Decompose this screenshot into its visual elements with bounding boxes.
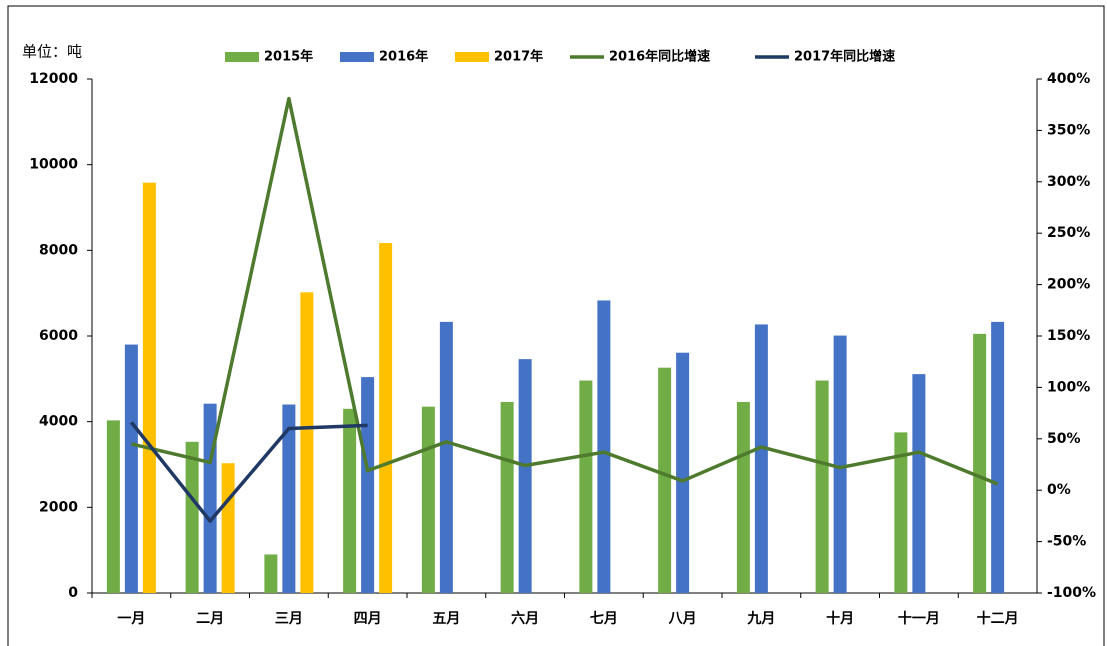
bar [973, 333, 987, 593]
bar [754, 324, 768, 593]
bar [815, 380, 829, 593]
bar [439, 321, 453, 593]
legend-swatch [340, 52, 374, 62]
bar [124, 344, 138, 593]
y2-tick-label: 100% [1047, 379, 1090, 395]
y2-tick-label: 0% [1047, 482, 1071, 498]
legend-swatch [225, 52, 259, 62]
y2-tick-label: 300% [1047, 174, 1090, 190]
x-tick-label: 十一月 [898, 610, 940, 627]
bar [379, 243, 393, 593]
unit-annotation: 单位：吨 [22, 43, 82, 61]
legend-label: 2017年 [494, 49, 543, 65]
bar [518, 359, 532, 593]
bar [203, 403, 217, 593]
x-tick-label: 五月 [432, 611, 460, 627]
bar [658, 367, 672, 593]
bar [361, 377, 375, 593]
bar [300, 292, 314, 593]
y2-tick-label: 350% [1047, 122, 1090, 138]
y2-tick-label: 400% [1047, 71, 1090, 87]
x-tick-label: 二月 [196, 611, 224, 627]
y2-tick-label: 250% [1047, 225, 1090, 241]
x-tick-label: 八月 [668, 611, 697, 627]
x-tick-label: 七月 [590, 611, 618, 627]
bar [142, 182, 156, 593]
bar [991, 321, 1005, 593]
y-tick-label: 0 [68, 585, 78, 601]
x-tick-label: 十二月 [977, 610, 1019, 627]
legend-label: 2016年同比增速 [609, 49, 710, 65]
bar [500, 401, 514, 593]
bar [579, 380, 593, 593]
bar [736, 401, 750, 593]
legend-swatch [455, 52, 489, 62]
bar [421, 406, 435, 593]
y2-tick-label: -100% [1047, 585, 1096, 601]
bar [894, 432, 908, 593]
y2-tick-label: -50% [1047, 534, 1086, 550]
y-tick-label: 6000 [39, 328, 78, 344]
y2-tick-label: 150% [1047, 328, 1090, 344]
bar [185, 441, 199, 593]
bar [106, 420, 120, 593]
y2-tick-label: 200% [1047, 277, 1090, 293]
frame [7, 5, 1105, 646]
x-tick-label: 三月 [275, 611, 303, 627]
bar [282, 404, 296, 593]
bar [597, 300, 611, 593]
bar [264, 554, 278, 593]
line-series [130, 96, 999, 486]
legend-label: 2016年 [379, 49, 428, 65]
y2-tick-label: 50% [1047, 431, 1081, 447]
legend-label: 2017年同比增速 [794, 49, 895, 65]
x-tick-label: 一月 [117, 611, 145, 627]
y-tick-label: 4000 [39, 414, 78, 430]
y-tick-label: 2000 [39, 499, 78, 515]
x-tick-label: 九月 [746, 611, 775, 627]
x-tick-label: 十月 [826, 610, 854, 627]
bar [676, 352, 690, 593]
x-tick-label: 四月 [354, 611, 382, 627]
line-series [130, 421, 368, 523]
y-tick-label: 12000 [29, 71, 78, 87]
bar [833, 335, 847, 593]
y-tick-label: 8000 [39, 242, 78, 258]
y-tick-label: 10000 [29, 157, 78, 173]
legend-label: 2015年 [264, 49, 313, 65]
x-tick-label: 六月 [511, 610, 539, 627]
bar [912, 374, 926, 593]
bar [221, 463, 235, 593]
bar [343, 408, 357, 593]
